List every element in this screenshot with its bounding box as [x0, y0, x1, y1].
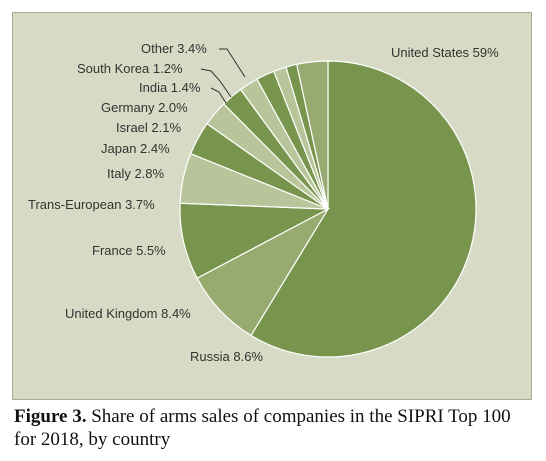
- slice-label-france: France 5.5%: [92, 243, 166, 258]
- slice-label-japan: Japan 2.4%: [101, 141, 170, 156]
- slice-labels: United States 59% Russia 8.6% United Kingd…: [28, 41, 499, 364]
- figure-label: Figure 3.: [14, 406, 87, 427]
- slice-label-india: India 1.4%: [139, 80, 201, 95]
- slice-label-trans-european: Trans-European 3.7%: [28, 197, 155, 212]
- slice-label-germany: Germany 2.0%: [101, 100, 188, 115]
- slice-label-russia: Russia 8.6%: [190, 349, 263, 364]
- slice-label-united-kingdom: United Kingdom 8.4%: [65, 306, 191, 321]
- pie-slices: [179, 60, 477, 358]
- slice-label-south-korea: South Korea 1.2%: [77, 61, 183, 76]
- pie-slice-united-states: [250, 60, 477, 358]
- figure-caption: Figure 3. Share of arms sales of compani…: [14, 405, 534, 451]
- slice-label-other: Other 3.4%: [141, 41, 207, 56]
- leader-line-other: [219, 48, 246, 78]
- leader-line-india: [210, 87, 227, 104]
- figure-caption-text: Share of arms sales of companies in the …: [14, 406, 511, 450]
- pie-chart: United States 59% Russia 8.6% United Kingd…: [28, 41, 499, 364]
- leader-line-south-korea: [200, 68, 232, 98]
- slice-label-united-states: United States 59%: [391, 45, 499, 60]
- slice-label-italy: Italy 2.8%: [107, 166, 165, 181]
- slice-label-israel: Israel 2.1%: [116, 120, 181, 135]
- chart-frame: United States 59% Russia 8.6% United Kingd…: [12, 12, 532, 400]
- leader-lines: [200, 48, 246, 104]
- pie-slice-other: [296, 60, 329, 210]
